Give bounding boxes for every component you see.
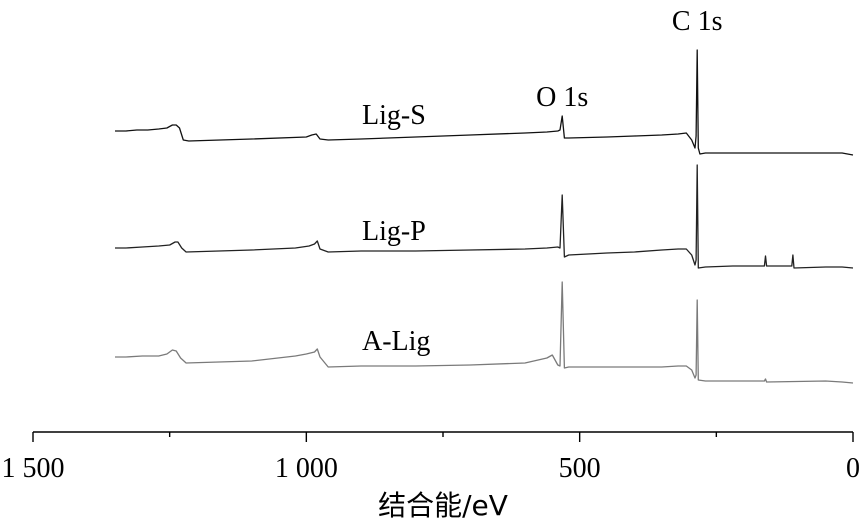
series-label-lig-p: Lig-P <box>362 216 426 247</box>
x-tick-label: 500 <box>559 453 601 484</box>
spectrum-trace-a-lig <box>115 281 854 384</box>
chart-labels: Lig-S Lig-P A-Lig C 1s O 1s <box>362 6 722 357</box>
peak-label-o1s: O 1s <box>536 82 588 113</box>
peak-label-c1s: C 1s <box>672 6 723 37</box>
x-tick-label: 1 000 <box>275 453 338 484</box>
x-tick-label: 0 <box>846 453 860 484</box>
plot-area <box>115 49 854 384</box>
x-tick-label: 1 500 <box>2 453 65 484</box>
x-axis: 1 500 1 000 500 0 结合能/eV <box>2 431 860 522</box>
x-axis-title: 结合能/eV <box>378 489 508 522</box>
series-label-a-lig: A-Lig <box>362 326 430 357</box>
spectrum-trace-lig-s <box>115 49 854 156</box>
series-label-lig-s: Lig-S <box>362 100 426 131</box>
spectrum-trace-lig-p <box>115 164 854 269</box>
